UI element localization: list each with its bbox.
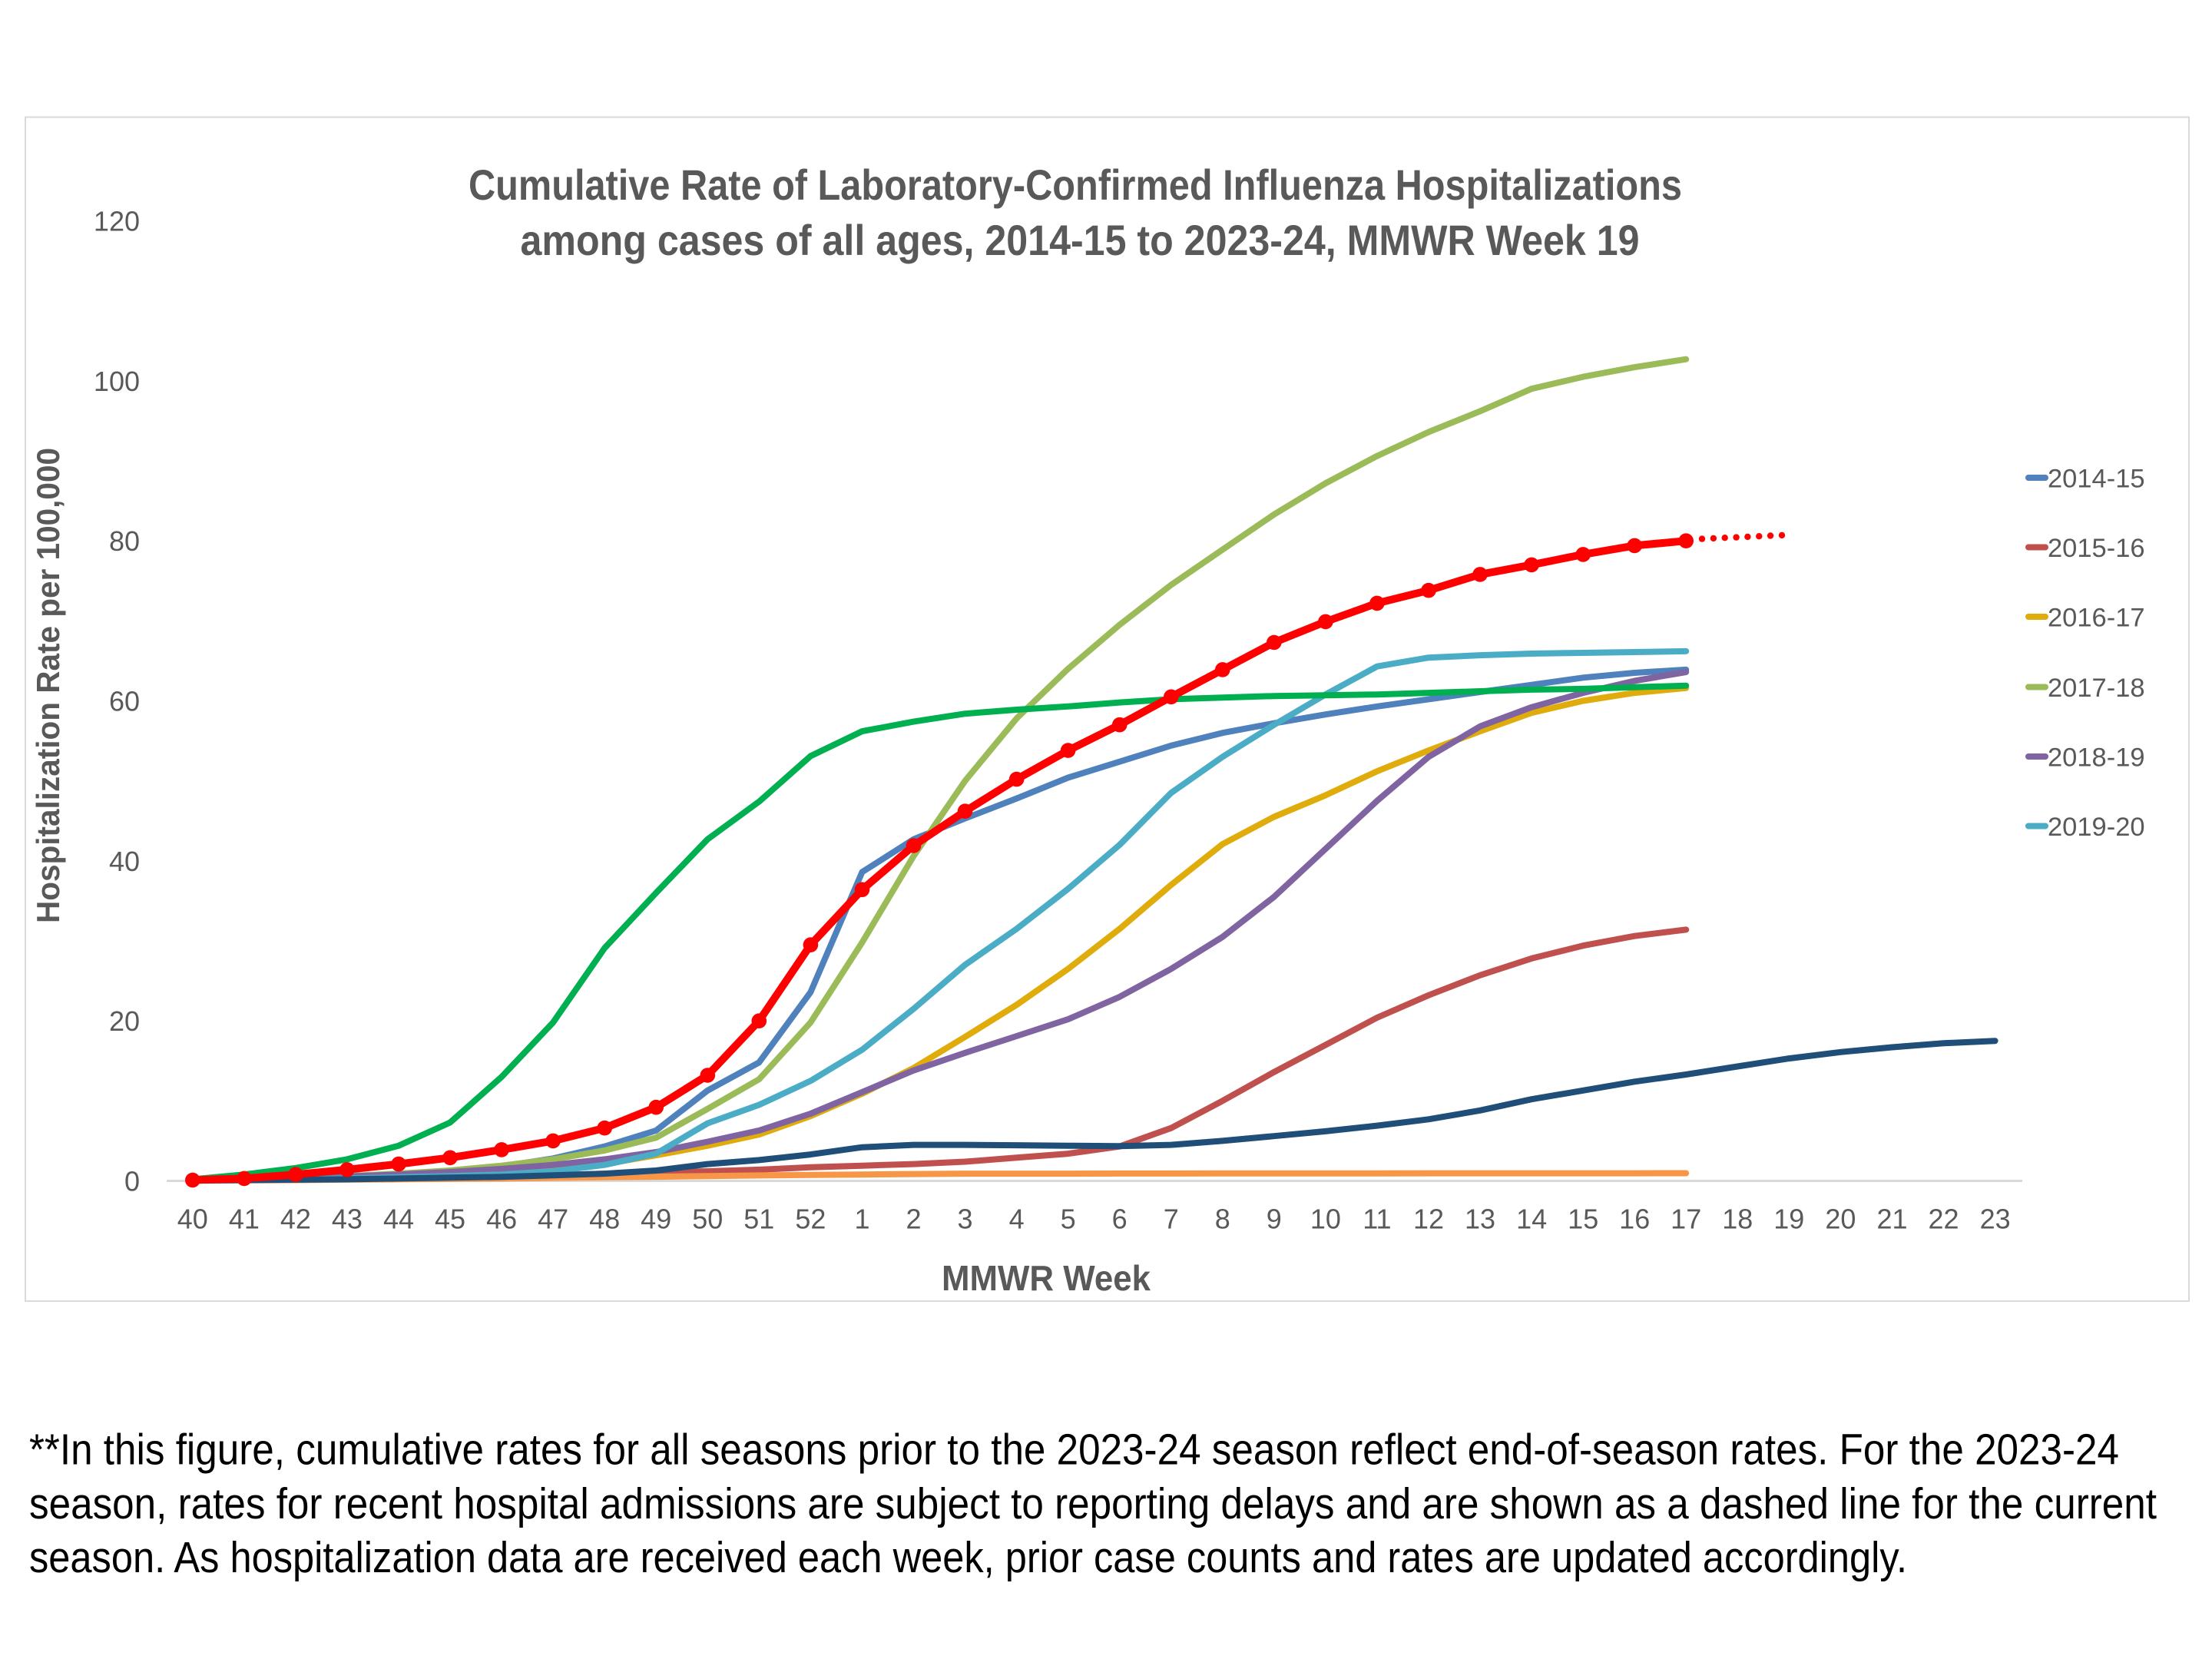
svg-text:41: 41 bbox=[229, 1204, 260, 1235]
svg-text:2016-17: 2016-17 bbox=[2048, 604, 2145, 633]
svg-text:Hospitalization Rate per 100,0: Hospitalization Rate per 100,000 bbox=[30, 448, 66, 923]
svg-text:season, rates for recent hospi: season, rates for recent hospital admiss… bbox=[29, 1479, 2157, 1528]
svg-text:49: 49 bbox=[641, 1204, 671, 1235]
svg-text:Cumulative Rate of Laboratory-: Cumulative Rate of Laboratory-Confirmed … bbox=[469, 161, 1682, 209]
svg-text:10: 10 bbox=[1310, 1204, 1341, 1235]
svg-text:43: 43 bbox=[332, 1204, 363, 1235]
svg-text:20: 20 bbox=[109, 1005, 140, 1037]
svg-text:2014-15: 2014-15 bbox=[2048, 465, 2145, 494]
svg-text:15: 15 bbox=[1568, 1204, 1598, 1235]
svg-text:42: 42 bbox=[280, 1204, 311, 1235]
svg-text:45: 45 bbox=[435, 1204, 465, 1235]
svg-text:0: 0 bbox=[124, 1166, 140, 1197]
svg-text:21: 21 bbox=[1876, 1204, 1907, 1235]
svg-text:40: 40 bbox=[109, 846, 140, 877]
svg-text:22: 22 bbox=[1928, 1204, 1959, 1235]
svg-text:11: 11 bbox=[1363, 1204, 1391, 1235]
svg-text:100: 100 bbox=[94, 366, 140, 397]
svg-text:80: 80 bbox=[109, 525, 140, 557]
svg-text:120: 120 bbox=[94, 206, 140, 237]
svg-text:4: 4 bbox=[1009, 1204, 1025, 1235]
svg-text:2018-19: 2018-19 bbox=[2048, 743, 2145, 773]
svg-text:13: 13 bbox=[1465, 1204, 1495, 1235]
svg-text:23: 23 bbox=[1980, 1204, 2011, 1235]
svg-text:2017-18: 2017-18 bbox=[2048, 674, 2145, 703]
svg-text:12: 12 bbox=[1413, 1204, 1444, 1235]
svg-text:52: 52 bbox=[795, 1204, 826, 1235]
svg-text:MMWR Week: MMWR Week bbox=[942, 1258, 1151, 1298]
svg-text:50: 50 bbox=[692, 1204, 723, 1235]
svg-text:18: 18 bbox=[1722, 1204, 1753, 1235]
svg-text:5: 5 bbox=[1061, 1204, 1076, 1235]
svg-text:8: 8 bbox=[1215, 1204, 1230, 1235]
svg-text:17: 17 bbox=[1671, 1204, 1701, 1235]
svg-text:47: 47 bbox=[538, 1204, 568, 1235]
svg-text:6: 6 bbox=[1112, 1204, 1128, 1235]
svg-text:40: 40 bbox=[177, 1204, 208, 1235]
svg-text:season. As hospitalization dat: season. As hospitalization data are rece… bbox=[29, 1533, 1907, 1582]
svg-text:44: 44 bbox=[383, 1204, 414, 1235]
svg-text:2: 2 bbox=[906, 1204, 921, 1235]
svg-text:2015-16: 2015-16 bbox=[2048, 534, 2145, 563]
svg-text:2019-20: 2019-20 bbox=[2048, 813, 2145, 842]
svg-text:14: 14 bbox=[1516, 1204, 1547, 1235]
svg-text:16: 16 bbox=[1619, 1204, 1650, 1235]
svg-text:48: 48 bbox=[589, 1204, 620, 1235]
svg-text:60: 60 bbox=[109, 686, 140, 717]
svg-text:51: 51 bbox=[743, 1204, 774, 1235]
svg-text:7: 7 bbox=[1164, 1204, 1179, 1235]
svg-text:9: 9 bbox=[1267, 1204, 1282, 1235]
svg-text:3: 3 bbox=[957, 1204, 972, 1235]
svg-text:among cases of all ages, 2014-: among cases of all ages, 2014-15 to 2023… bbox=[521, 216, 1640, 264]
svg-text:1: 1 bbox=[854, 1204, 869, 1235]
svg-text:46: 46 bbox=[486, 1204, 517, 1235]
svg-text:19: 19 bbox=[1773, 1204, 1804, 1235]
svg-text:20: 20 bbox=[1825, 1204, 1856, 1235]
svg-text:**In this figure, cumulative r: **In this figure, cumulative rates for a… bbox=[29, 1426, 2119, 1475]
